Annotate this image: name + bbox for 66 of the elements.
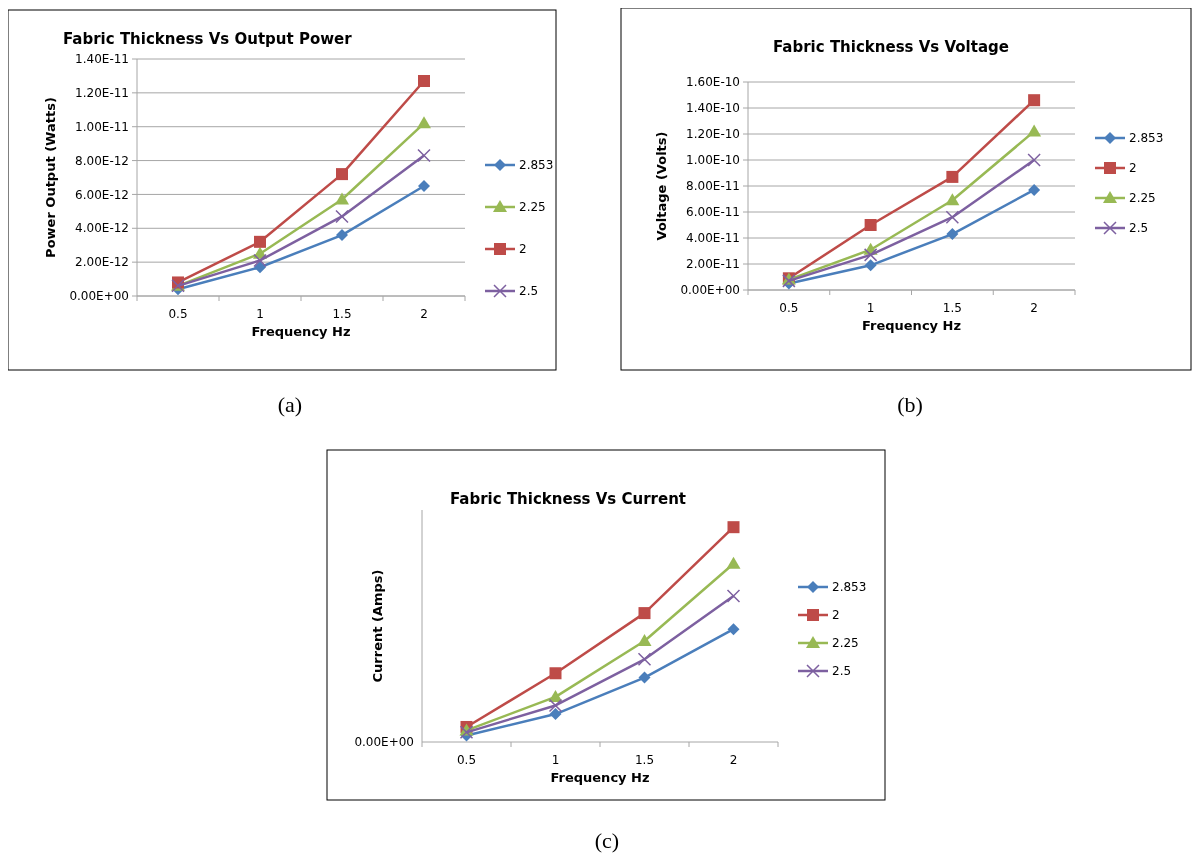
y-tick-label: 8.00E-12 <box>75 153 129 168</box>
point <box>727 521 740 534</box>
x-tick-label: 1 <box>256 307 264 321</box>
y-tick-label: 1.00E-11 <box>75 119 129 134</box>
x-tick-label: 2 <box>1030 301 1038 315</box>
y-tick-label: 1.40E-11 <box>75 52 129 67</box>
x-tick-label: 1 <box>866 301 875 315</box>
x-tick-label: 1.5 <box>634 753 655 767</box>
y-tick-label: 6.00E-11 <box>686 205 740 220</box>
legend-label: 2 <box>519 242 527 257</box>
x-tick-label: 1.5 <box>332 307 352 321</box>
point <box>637 652 652 667</box>
point <box>548 698 563 713</box>
y-axis-title: Current (Amps) <box>370 569 385 683</box>
y-tick-label: 0.00E+00 <box>69 289 129 304</box>
legend-label: 2.5 <box>832 664 852 679</box>
y-tick-label: 6.00E-12 <box>75 187 129 202</box>
x-tick-label: 0.5 <box>168 307 188 321</box>
y-tick-label: 8.00E-11 <box>686 179 740 194</box>
y-axis-title: Power Output (Watts) <box>43 97 58 258</box>
x-tick-label: 2 <box>729 753 738 767</box>
y-tick-label: 2.00E-12 <box>75 255 129 270</box>
x-tick-label: 0.5 <box>779 301 799 315</box>
legend-label: 2 <box>832 608 840 623</box>
legend-label: 2.25 <box>519 200 546 215</box>
point <box>637 634 652 647</box>
legend-label: 2 <box>1129 161 1137 176</box>
legend-label: 2.5 <box>1129 221 1149 236</box>
y-tick-label: 2.00E-11 <box>686 257 740 272</box>
y-tick-label: 1.20E-10 <box>686 127 740 142</box>
y-tick-label: 0.00E+00 <box>680 283 740 298</box>
chart-title: Fabric Thickness Vs Output Power <box>63 30 353 48</box>
legend-label: 2.853 <box>1129 131 1164 146</box>
y-tick-label: 4.00E-11 <box>686 231 740 246</box>
x-tick-label: 1.5 <box>942 301 962 315</box>
text: 0.00E+00 <box>354 735 414 750</box>
y-tick-label: 4.00E-12 <box>75 221 129 236</box>
point <box>726 589 741 603</box>
legend-label: 2.853 <box>519 158 554 173</box>
y-tick-label: 1.40E-10 <box>686 101 740 116</box>
text: (a) <box>277 392 303 417</box>
x-axis-title: Frequency Hz <box>550 770 650 785</box>
legend-label: 2.25 <box>832 636 859 651</box>
point <box>549 708 562 721</box>
point <box>638 607 651 620</box>
point <box>727 623 740 636</box>
legend-label: 2.853 <box>832 580 867 595</box>
chart-title: Fabric Thickness Vs Voltage <box>773 38 1009 56</box>
legend-label: 2.25 <box>1129 191 1156 206</box>
chart-title: Fabric Thickness Vs Current <box>450 490 686 508</box>
point <box>638 671 651 684</box>
y-tick-label: 1.00E-10 <box>686 153 740 168</box>
y-axis-title: Voltage (Volts) <box>654 131 669 241</box>
point <box>726 556 741 569</box>
point <box>459 725 474 740</box>
legend-label: 2.5 <box>519 284 539 299</box>
y-tick-label: 1.20E-11 <box>75 86 129 101</box>
text: (b) <box>897 392 923 417</box>
text: (c) <box>594 828 620 853</box>
x-tick-label: 2 <box>420 307 428 321</box>
x-axis-title: Frequency Hz <box>861 318 962 333</box>
point <box>549 667 562 680</box>
x-axis-title: Frequency Hz <box>251 324 351 339</box>
y-tick-label: 1.60E-10 <box>686 75 740 90</box>
x-tick-label: 0.5 <box>456 753 477 767</box>
x-tick-label: 1 <box>551 753 560 767</box>
